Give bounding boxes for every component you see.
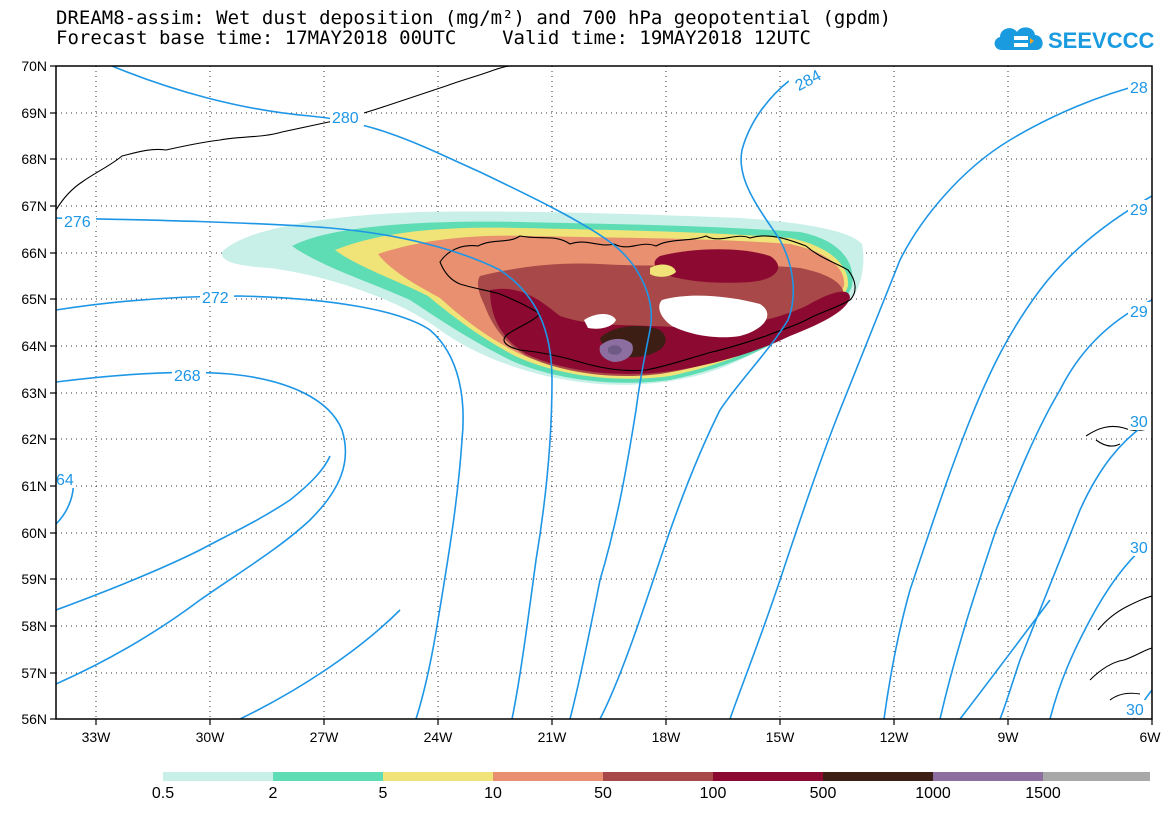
map-title-line2: Forecast base time: 17MAY2018 00UTC Vali… [56, 27, 811, 49]
lat-label: 67N [21, 198, 47, 214]
cloud-logo-icon [994, 27, 1043, 50]
lat-label: 70N [21, 58, 47, 74]
lat-label: 66N [21, 245, 47, 261]
contour-label: 30 [1126, 702, 1144, 719]
coastlines [56, 66, 1152, 719]
colorbar-segment [603, 772, 713, 781]
dust-deposition-field [221, 211, 864, 385]
lat-label: 64N [21, 338, 47, 354]
contour-label: 276 [64, 214, 91, 231]
lon-label: 18W [652, 729, 682, 745]
lat-label: 61N [21, 478, 47, 494]
lat-label: 59N [21, 571, 47, 587]
colorbar-segment [163, 772, 273, 781]
contour-label: 29 [1130, 304, 1148, 321]
colorbar-label: 1500 [1025, 785, 1061, 802]
contour-label: 268 [174, 368, 201, 385]
contour-label: 29 [1130, 202, 1148, 219]
colorbar-label: 2 [268, 785, 278, 802]
lon-label: 24W [424, 729, 454, 745]
lat-label: 65N [21, 291, 47, 307]
colorbar-segment [933, 772, 1043, 781]
map-title-line1: DREAM8-assim: Wet dust deposition (mg/m²… [56, 7, 892, 29]
contour-label: 280 [332, 110, 359, 127]
map-frame [55, 65, 1153, 720]
lon-label: 15W [766, 729, 796, 745]
lat-label: 69N [21, 105, 47, 121]
colorbar-segment [493, 772, 603, 781]
lat-label: 58N [21, 618, 47, 634]
lat-label: 56N [21, 711, 47, 727]
lat-label: 62N [21, 431, 47, 447]
colorbar-label: 5 [378, 785, 388, 802]
colorbar-label: 100 [699, 785, 727, 802]
colorbar-label: 1000 [915, 785, 951, 802]
lon-label: 12W [880, 729, 910, 745]
latitude-labels: 70N 69N 68N 67N 66N 65N 64N 63N 62N 61N … [21, 58, 47, 727]
lon-label: 33W [82, 729, 112, 745]
contour-label: 272 [202, 290, 229, 307]
lat-label: 57N [21, 665, 47, 681]
colorbar-label: 10 [484, 785, 502, 802]
contour-label: 30 [1130, 414, 1148, 431]
colorbar-segment [383, 772, 493, 781]
logo-text: SEEVCCC [1048, 28, 1155, 53]
lon-label: 6W [1140, 729, 1162, 745]
geopotential-contours [56, 66, 1152, 719]
seevccc-logo: SEEVCCC [990, 20, 1154, 60]
lon-label: 27W [310, 729, 340, 745]
contour-label: 28 [1130, 80, 1148, 97]
grid-lines [56, 66, 1152, 719]
contour-labels: 280 284 28 276 29 272 29 268 64 30 30 30 [56, 66, 1152, 719]
colorbar-segment [713, 772, 823, 781]
axis-ticks [50, 65, 1153, 725]
lat-label: 60N [21, 525, 47, 541]
colorbar-label: 500 [809, 785, 837, 802]
lat-label: 68N [21, 151, 47, 167]
colorbar-label: 0.5 [151, 785, 175, 802]
lon-label: 9W [998, 729, 1020, 745]
contour-label: 30 [1130, 540, 1148, 557]
longitude-labels: 33W 30W 27W 24W 21W 18W 15W 12W 9W 6W [82, 729, 1162, 745]
colorbar-label: 50 [594, 785, 612, 802]
colorbar-segment [273, 772, 383, 781]
lon-label: 21W [538, 729, 568, 745]
colorbar-segment [823, 772, 933, 781]
lon-label: 30W [196, 729, 226, 745]
lat-label: 63N [21, 385, 47, 401]
contour-label: 64 [56, 472, 74, 489]
colorbar-segment [1043, 772, 1150, 781]
